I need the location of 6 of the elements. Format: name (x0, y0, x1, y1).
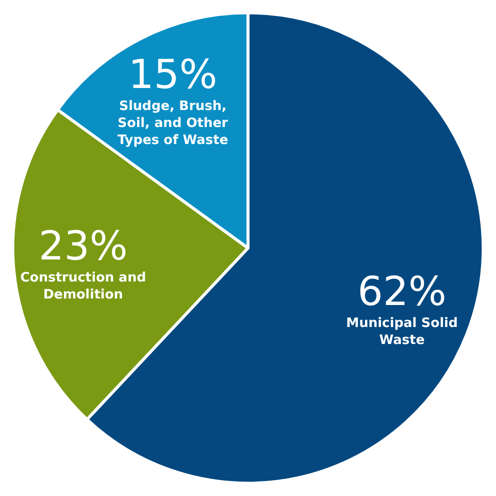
data-label: 15% (128, 52, 218, 98)
data-label: 23% (38, 224, 128, 270)
slice-label: Municipal Solid Waste (346, 316, 458, 348)
data-label: 62% (358, 268, 446, 315)
slice-label: Sludge, Brush, Soil, and Other Types of Waste (117, 98, 229, 148)
slice-label: Construction and Demolition (20, 270, 146, 303)
